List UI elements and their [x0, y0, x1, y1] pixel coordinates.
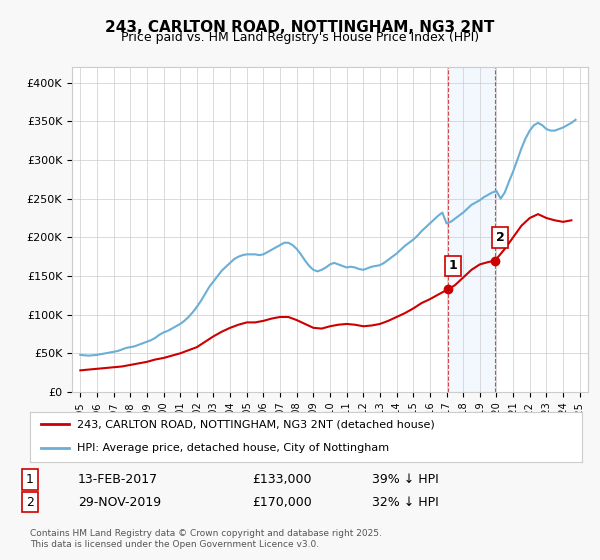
- Text: 2: 2: [26, 496, 34, 508]
- Text: 32% ↓ HPI: 32% ↓ HPI: [372, 496, 439, 508]
- Text: 2: 2: [496, 231, 505, 244]
- Text: £133,000: £133,000: [252, 473, 311, 486]
- Bar: [448, 67, 495, 392]
- Text: 243, CARLTON ROAD, NOTTINGHAM, NG3 2NT (detached house): 243, CARLTON ROAD, NOTTINGHAM, NG3 2NT (…: [77, 419, 434, 429]
- Text: 1: 1: [449, 259, 458, 273]
- Text: 29-NOV-2019: 29-NOV-2019: [78, 496, 161, 508]
- Text: £170,000: £170,000: [252, 496, 312, 508]
- Text: HPI: Average price, detached house, City of Nottingham: HPI: Average price, detached house, City…: [77, 443, 389, 453]
- Text: Contains HM Land Registry data © Crown copyright and database right 2025.
This d: Contains HM Land Registry data © Crown c…: [30, 529, 382, 549]
- Text: Price paid vs. HM Land Registry's House Price Index (HPI): Price paid vs. HM Land Registry's House …: [121, 31, 479, 44]
- Text: 1: 1: [26, 473, 34, 486]
- Text: 13-FEB-2017: 13-FEB-2017: [78, 473, 158, 486]
- Text: 243, CARLTON ROAD, NOTTINGHAM, NG3 2NT: 243, CARLTON ROAD, NOTTINGHAM, NG3 2NT: [106, 20, 494, 35]
- Text: 39% ↓ HPI: 39% ↓ HPI: [372, 473, 439, 486]
